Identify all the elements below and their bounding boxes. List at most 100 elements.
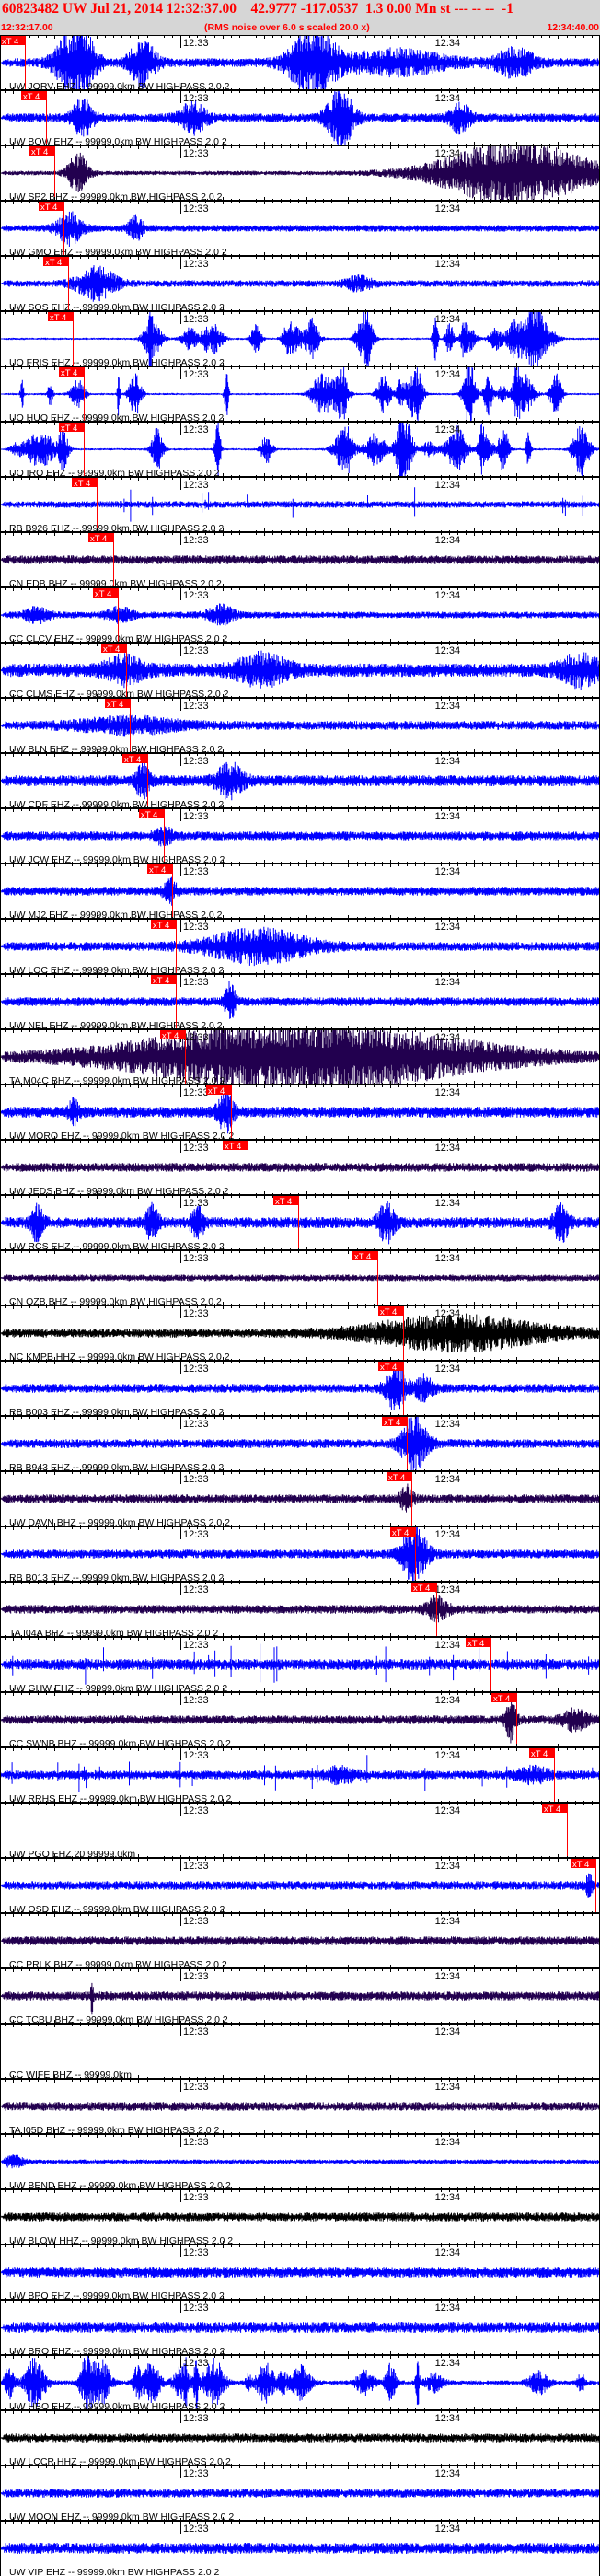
minute-tick-label: 12:33 (183, 866, 209, 877)
trace-panel: 12:33 12:34 UW VIP EHZ -- 99999.0km BW HIG… (0, 2517, 600, 2576)
minute-tick-label: 12:34 (435, 203, 461, 215)
time-axis-line (0, 531, 600, 533)
time-axis-line (0, 807, 600, 809)
time-axis-line (0, 1415, 600, 1417)
minute-tick-label: 12:33 (183, 2137, 209, 2148)
minute-tick-label: 12:34 (435, 1032, 461, 1043)
pick-label: xT 4 (50, 313, 66, 323)
minute-tick-label: 12:34 (435, 756, 461, 767)
minute-tick-label: 12:34 (435, 93, 461, 104)
pick-flag (101, 644, 126, 653)
minute-tick-label: 12:33 (183, 424, 209, 435)
pick-label: xT 4 (149, 865, 166, 876)
minute-tick-label: 12:33 (183, 645, 209, 656)
pick-flag (390, 1527, 415, 1537)
time-axis-line (0, 476, 600, 478)
minute-tick-label: 12:33 (183, 1916, 209, 1927)
minute-tick-label: 12:33 (183, 1584, 209, 1595)
minute-tick-label: 12:34 (435, 2468, 461, 2479)
waveform (0, 2543, 600, 2554)
minute-tick-label: 12:33 (183, 2413, 209, 2424)
pick-flag (571, 1859, 595, 1868)
time-axis-line (0, 1581, 600, 1583)
minute-tick-label: 12:34 (435, 1695, 461, 1706)
time-axis-line (0, 1636, 600, 1638)
minute-tick-label: 12:34 (435, 2303, 461, 2314)
pick-flag (59, 423, 84, 432)
station-label: UW VIP EHZ -- 99999.0km BW HIGHPASS 2.0 … (9, 2567, 220, 2576)
waveform (0, 1936, 600, 1945)
pick-flag (160, 1030, 185, 1039)
minute-tick-label: 12:33 (183, 811, 209, 822)
pick-label: xT 4 (124, 755, 141, 765)
time-axis-line (0, 918, 600, 920)
minute-tick-label: 12:34 (435, 314, 461, 325)
time-axis-line (0, 1470, 600, 1472)
pick-flag (206, 1085, 231, 1095)
pick-label: xT 4 (153, 976, 169, 986)
minute-tick-label: 12:34 (435, 369, 461, 380)
waveform (0, 650, 600, 690)
time-axis-line (0, 697, 600, 699)
pick-label: xT 4 (467, 1639, 484, 1649)
pick-label: xT 4 (531, 1749, 548, 1759)
minute-tick-label: 12:33 (183, 1474, 209, 1485)
minute-tick-label: 12:33 (183, 1971, 209, 1982)
pick-flag (542, 1804, 567, 1813)
minute-tick-label: 12:34 (435, 1640, 461, 1651)
minute-tick-label: 12:33 (183, 1805, 209, 1816)
minute-tick-label: 12:33 (183, 2247, 209, 2258)
waveform (0, 603, 600, 626)
pick-flag (39, 202, 63, 211)
pick-label: xT 4 (275, 1197, 292, 1207)
minute-tick-label: 12:34 (435, 811, 461, 822)
minute-tick-label: 12:33 (183, 701, 209, 712)
minute-tick-label: 12:33 (183, 590, 209, 601)
time-axis-line (0, 1249, 600, 1251)
waveform (0, 487, 600, 522)
minute-tick-label: 12:34 (435, 701, 461, 712)
time-axis-line (0, 863, 600, 864)
time-axis-line (0, 1691, 600, 1693)
pick-label: xT 4 (141, 810, 157, 820)
time-axis-line (0, 421, 600, 423)
pick-flag (105, 699, 130, 708)
time-axis-line (0, 2299, 600, 2301)
minute-tick-label: 12:33 (183, 1143, 209, 1154)
time-axis-line (0, 1139, 600, 1141)
minute-tick-label: 12:34 (435, 866, 461, 877)
minute-tick-label: 12:33 (183, 203, 209, 215)
pick-flag (378, 1306, 403, 1316)
pick-label: xT 4 (384, 1418, 400, 1428)
minute-tick-label: 12:34 (435, 1971, 461, 1982)
waveform (0, 2154, 600, 2169)
minute-tick-label: 12:34 (435, 1143, 461, 1154)
pick-flag (151, 975, 176, 984)
minute-tick-label: 12:34 (435, 1419, 461, 1430)
time-axis-line (0, 1912, 600, 1914)
waveform (0, 2102, 600, 2111)
minute-tick-label: 12:34 (435, 2192, 461, 2203)
minute-tick-label: 12:33 (183, 2303, 209, 2314)
pick-flag (72, 478, 97, 487)
minute-tick-label: 12:33 (183, 1861, 209, 1872)
